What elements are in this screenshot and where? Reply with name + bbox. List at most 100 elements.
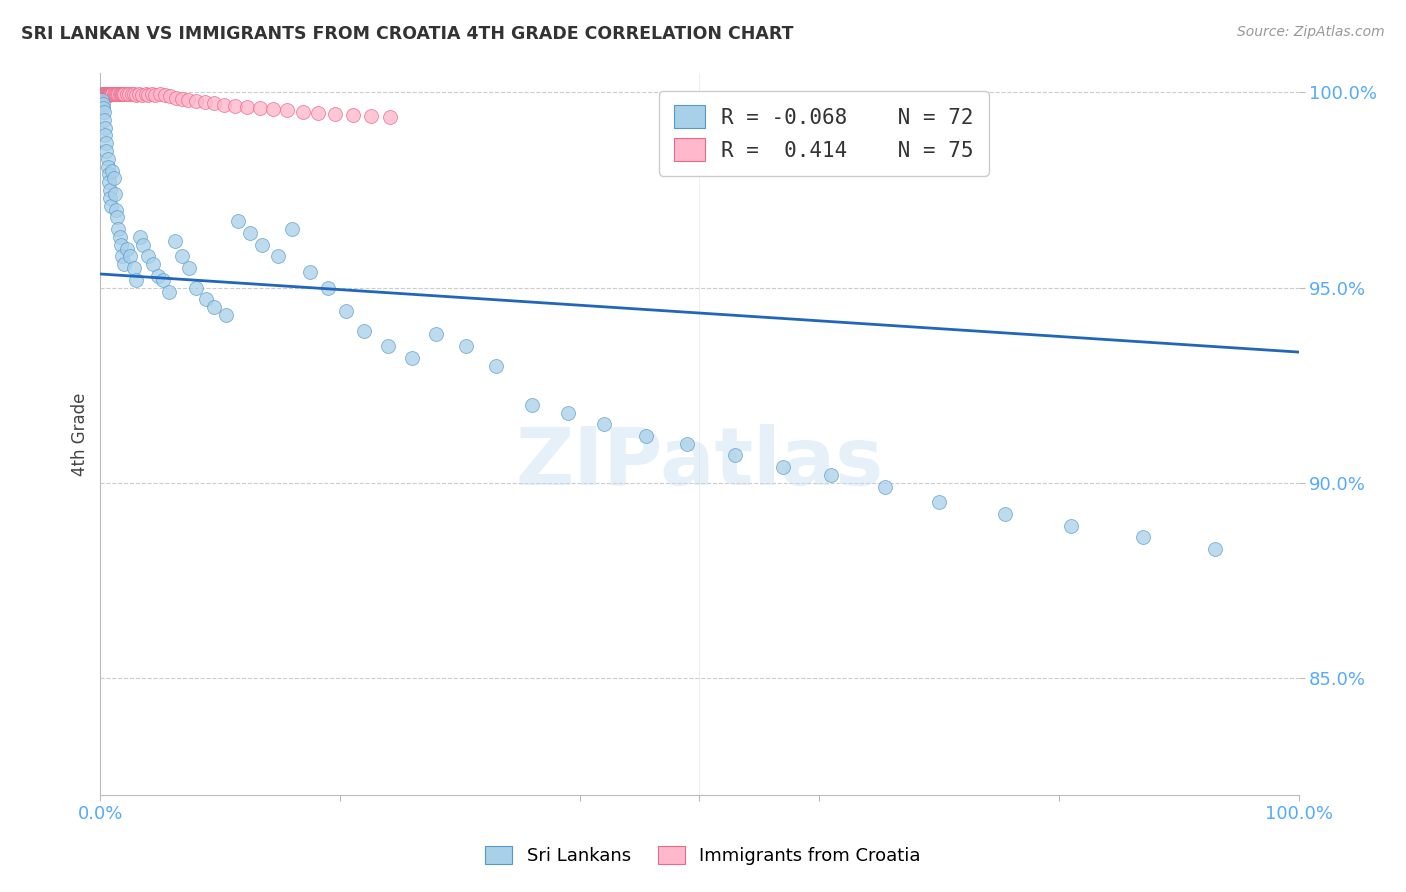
Point — [96, 87, 118, 101]
Point — [96, 88, 118, 103]
Point — [110, 87, 132, 101]
Point — [96, 144, 118, 158]
Point — [120, 249, 142, 263]
Point — [186, 94, 208, 108]
Point — [239, 226, 262, 240]
Point — [96, 136, 118, 151]
Point — [380, 111, 402, 125]
Point — [97, 87, 120, 101]
Point — [316, 280, 339, 294]
Point — [135, 87, 157, 101]
Point — [128, 87, 150, 101]
Point — [115, 242, 138, 256]
Point — [100, 87, 122, 101]
Point — [875, 480, 897, 494]
Text: ZIPatlas: ZIPatlas — [516, 424, 883, 502]
Point — [153, 88, 176, 103]
Point — [634, 429, 657, 443]
Point — [105, 211, 128, 225]
Point — [93, 88, 115, 103]
Point — [157, 285, 180, 299]
Point — [97, 168, 120, 182]
Point — [152, 273, 174, 287]
Point — [177, 261, 200, 276]
Point — [98, 87, 121, 101]
Point — [170, 92, 193, 106]
Point — [90, 88, 112, 103]
Point — [96, 87, 118, 102]
Point — [299, 265, 322, 279]
Point — [122, 261, 145, 276]
Point — [136, 88, 159, 103]
Point — [186, 280, 208, 294]
Point — [93, 89, 115, 103]
Point — [108, 87, 131, 101]
Point — [96, 87, 118, 102]
Point — [94, 88, 117, 103]
Point — [107, 222, 129, 236]
Point — [100, 199, 122, 213]
Point — [98, 191, 121, 205]
Point — [194, 293, 217, 307]
Point — [224, 99, 246, 113]
Point — [94, 120, 117, 135]
Point — [928, 495, 950, 509]
Point — [107, 87, 129, 101]
Point — [772, 460, 794, 475]
Point — [250, 237, 273, 252]
Point — [91, 90, 114, 104]
Point — [212, 97, 235, 112]
Point — [249, 101, 271, 115]
Point — [93, 112, 115, 127]
Point — [360, 109, 382, 123]
Point — [215, 308, 238, 322]
Point — [401, 351, 423, 365]
Point — [104, 202, 127, 217]
Point — [104, 87, 127, 101]
Point — [101, 163, 124, 178]
Point — [262, 103, 284, 117]
Point — [676, 437, 699, 451]
Point — [820, 468, 842, 483]
Y-axis label: 4th Grade: 4th Grade — [72, 392, 89, 475]
Point — [307, 105, 329, 120]
Point — [105, 87, 128, 101]
Point — [291, 104, 314, 119]
Point — [91, 97, 114, 112]
Point — [165, 90, 187, 104]
Point — [97, 87, 120, 102]
Point — [335, 304, 357, 318]
Point — [93, 87, 115, 101]
Legend: Sri Lankans, Immigrants from Croatia: Sri Lankans, Immigrants from Croatia — [478, 838, 928, 872]
Point — [91, 87, 114, 102]
Point — [1060, 518, 1083, 533]
Text: Source: ZipAtlas.com: Source: ZipAtlas.com — [1237, 25, 1385, 39]
Point — [353, 324, 375, 338]
Text: SRI LANKAN VS IMMIGRANTS FROM CROATIA 4TH GRADE CORRELATION CHART: SRI LANKAN VS IMMIGRANTS FROM CROATIA 4T… — [21, 25, 793, 43]
Point — [149, 87, 172, 101]
Point — [90, 87, 112, 102]
Point — [136, 249, 159, 263]
Point — [125, 273, 148, 287]
Point — [91, 87, 114, 101]
Point — [98, 87, 121, 102]
Point — [93, 87, 115, 102]
Point — [96, 152, 118, 166]
Point — [323, 107, 346, 121]
Point — [91, 101, 114, 115]
Point — [101, 87, 124, 101]
Point — [96, 87, 118, 101]
Point — [90, 93, 112, 107]
Point — [226, 214, 249, 228]
Point — [131, 88, 153, 103]
Point — [97, 88, 120, 103]
Point — [1204, 542, 1226, 557]
Point — [111, 87, 134, 101]
Point — [177, 93, 200, 107]
Point — [104, 87, 127, 101]
Point — [377, 339, 399, 353]
Point — [1132, 531, 1154, 545]
Point — [485, 359, 508, 373]
Point — [94, 89, 117, 103]
Point — [557, 406, 579, 420]
